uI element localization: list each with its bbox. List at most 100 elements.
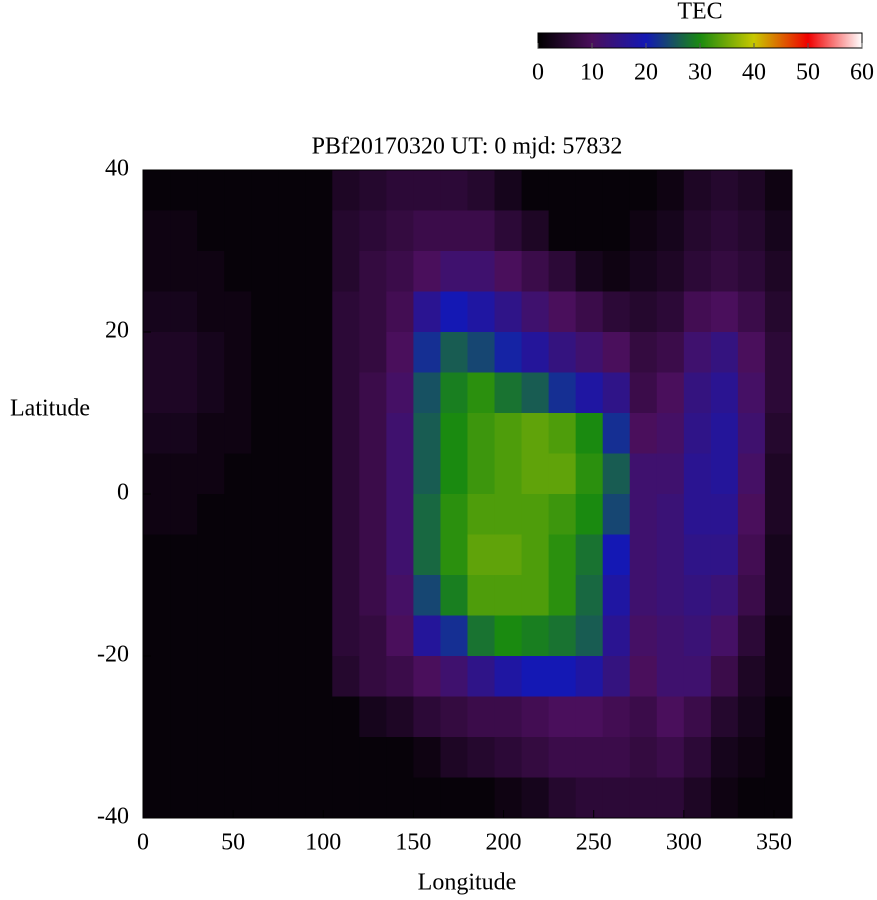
heat-cell	[548, 534, 577, 576]
heat-cell	[332, 494, 360, 535]
x-axis-label: Longitude	[418, 870, 517, 896]
heat-cell	[602, 291, 631, 333]
heat-cell	[710, 332, 739, 373]
heat-cell	[197, 534, 225, 576]
heat-cell	[575, 656, 604, 697]
heat-cell	[197, 372, 225, 414]
heat-cell	[548, 291, 577, 333]
heat-cell	[737, 372, 766, 414]
heat-cell	[602, 413, 631, 454]
heat-cell	[278, 494, 306, 535]
heat-cell	[521, 170, 550, 211]
heat-cell	[737, 777, 766, 819]
heat-cell	[656, 534, 685, 576]
heat-cell	[251, 534, 279, 576]
heat-cell	[629, 332, 658, 373]
heat-cell	[440, 413, 468, 454]
heat-cell	[197, 575, 225, 616]
heat-cell	[224, 615, 252, 657]
heat-cell	[575, 251, 604, 292]
heat-cell	[359, 170, 387, 211]
heat-cell	[602, 251, 631, 292]
heat-cell	[575, 777, 604, 819]
heat-cell	[764, 413, 793, 454]
heat-cell	[737, 332, 766, 373]
heat-cell	[602, 494, 631, 535]
heat-cell	[575, 210, 604, 252]
heat-cell	[332, 575, 360, 616]
heat-cell	[413, 413, 441, 454]
heat-cell	[386, 737, 414, 778]
colorbar-tick-label: 20	[634, 60, 658, 86]
heat-cell	[683, 777, 712, 819]
heat-cell	[359, 413, 387, 454]
heat-cell	[359, 210, 387, 252]
heat-cell	[521, 210, 550, 252]
heat-cell	[305, 332, 333, 373]
heat-cell	[629, 575, 658, 616]
heat-cell	[548, 251, 577, 292]
heat-cell	[332, 696, 360, 738]
heat-cell	[440, 494, 468, 535]
heat-cell	[575, 615, 604, 657]
heat-cell	[656, 777, 685, 819]
heat-cell	[359, 575, 387, 616]
heat-cell	[305, 413, 333, 454]
heat-cell	[197, 413, 225, 454]
heat-cell	[602, 372, 631, 414]
heat-cell	[494, 210, 523, 252]
heat-cell	[737, 737, 766, 778]
heat-cell	[278, 210, 306, 252]
heat-cell	[656, 737, 685, 778]
heat-cell	[224, 575, 252, 616]
heat-cell	[683, 656, 712, 697]
heat-cell	[170, 210, 198, 252]
heat-cell	[467, 615, 496, 657]
heat-cell	[710, 251, 739, 292]
heat-cell	[494, 332, 523, 373]
heat-cell	[440, 210, 468, 252]
heat-cell	[359, 372, 387, 414]
heat-cell	[332, 615, 360, 657]
heat-cell	[305, 170, 333, 211]
heat-cell	[494, 494, 523, 535]
heat-cell	[440, 291, 468, 333]
heat-cell	[629, 210, 658, 252]
heat-cell	[170, 494, 198, 535]
heat-cell	[440, 615, 468, 657]
heat-cell	[143, 413, 171, 454]
heat-cell	[251, 251, 279, 292]
heat-cell	[224, 291, 252, 333]
heat-cell	[305, 494, 333, 535]
heat-cell	[467, 413, 496, 454]
heat-cell	[278, 372, 306, 414]
heat-cell	[467, 696, 496, 738]
heat-cell	[386, 332, 414, 373]
heat-cell	[548, 615, 577, 657]
heat-cell	[710, 210, 739, 252]
heat-cell	[710, 291, 739, 333]
heat-cell	[764, 737, 793, 778]
heat-cell	[440, 575, 468, 616]
y-tick-label: -20	[97, 642, 129, 668]
heat-cell	[656, 413, 685, 454]
heat-cell	[602, 453, 631, 495]
heat-cell	[656, 494, 685, 535]
heat-cell	[305, 453, 333, 495]
heat-cell	[683, 696, 712, 738]
heat-cell	[764, 251, 793, 292]
heat-cell	[494, 251, 523, 292]
heat-cell	[710, 453, 739, 495]
heat-cell	[170, 737, 198, 778]
heat-cell	[467, 656, 496, 697]
heat-cell	[413, 453, 441, 495]
heat-cell	[413, 291, 441, 333]
heat-cell	[548, 372, 577, 414]
heat-cell	[170, 575, 198, 616]
heat-cell	[737, 251, 766, 292]
heat-cell	[278, 170, 306, 211]
heat-cell	[386, 494, 414, 535]
heat-cell	[305, 696, 333, 738]
heat-cell	[386, 453, 414, 495]
